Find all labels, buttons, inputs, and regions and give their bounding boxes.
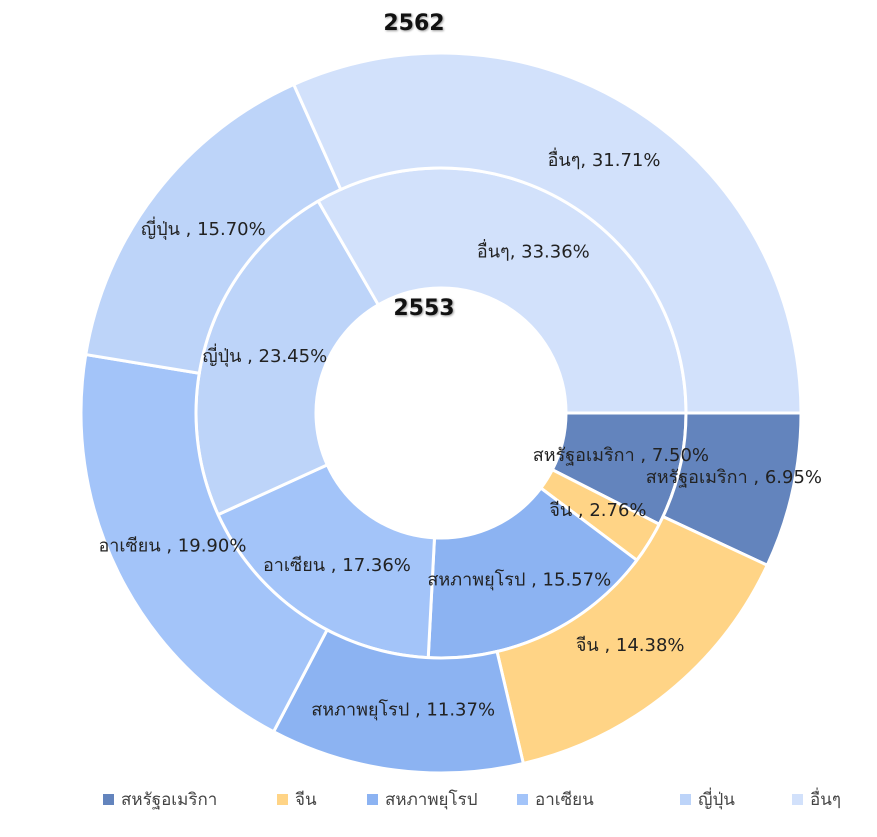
data-label: อื่นๆ, 31.71%	[548, 147, 661, 171]
legend-swatch	[277, 794, 288, 805]
legend-label: อาเซียน	[535, 790, 594, 810]
legend-swatch	[792, 794, 803, 805]
data-label: ญี่ปุ่น , 23.45%	[202, 343, 327, 367]
data-label: สหรัฐอเมริกา , 6.95%	[646, 467, 822, 488]
legend: สหรัฐอเมริกา จีน สหภาพยุโรป อาเซียน ญี่ปุ่น อ…	[103, 787, 841, 810]
data-label: อื่นๆ, 33.36%	[477, 239, 590, 263]
data-label: อาเซียน , 19.90%	[98, 536, 246, 557]
legend-swatch	[367, 794, 378, 805]
wedge	[291, 51, 803, 415]
data-label: สหรัฐอเมริกา , 7.50%	[533, 445, 709, 466]
legend-label: อื่นๆ	[810, 787, 841, 810]
legend-swatch	[680, 794, 691, 805]
outer-ring-title: 2562	[383, 11, 444, 36]
data-label: ญี่ปุ่น , 15.70%	[141, 216, 266, 240]
legend-label: ญี่ปุ่น	[698, 787, 735, 810]
wedges	[79, 51, 803, 775]
data-label: อาเซียน , 17.36%	[263, 555, 411, 576]
data-label: จีน , 14.38%	[576, 635, 685, 656]
legend-label: จีน	[295, 790, 317, 810]
data-label: จีน , 2.76%	[549, 500, 646, 521]
data-label: สหภาพยุโรป , 15.57%	[427, 569, 611, 591]
legend-label: สหภาพยุโรป	[385, 789, 478, 810]
inner-ring-title: 2553	[393, 296, 454, 321]
legend-swatch	[517, 794, 528, 805]
legend-label: สหรัฐอเมริกา	[121, 790, 217, 810]
labels: สหรัฐอเมริกา , 7.50% จีน , 2.76% สหภาพยุโร…	[98, 147, 822, 720]
data-label: สหภาพยุโรป , 11.37%	[311, 699, 495, 721]
legend-swatch	[103, 794, 114, 805]
wedge	[79, 352, 330, 734]
